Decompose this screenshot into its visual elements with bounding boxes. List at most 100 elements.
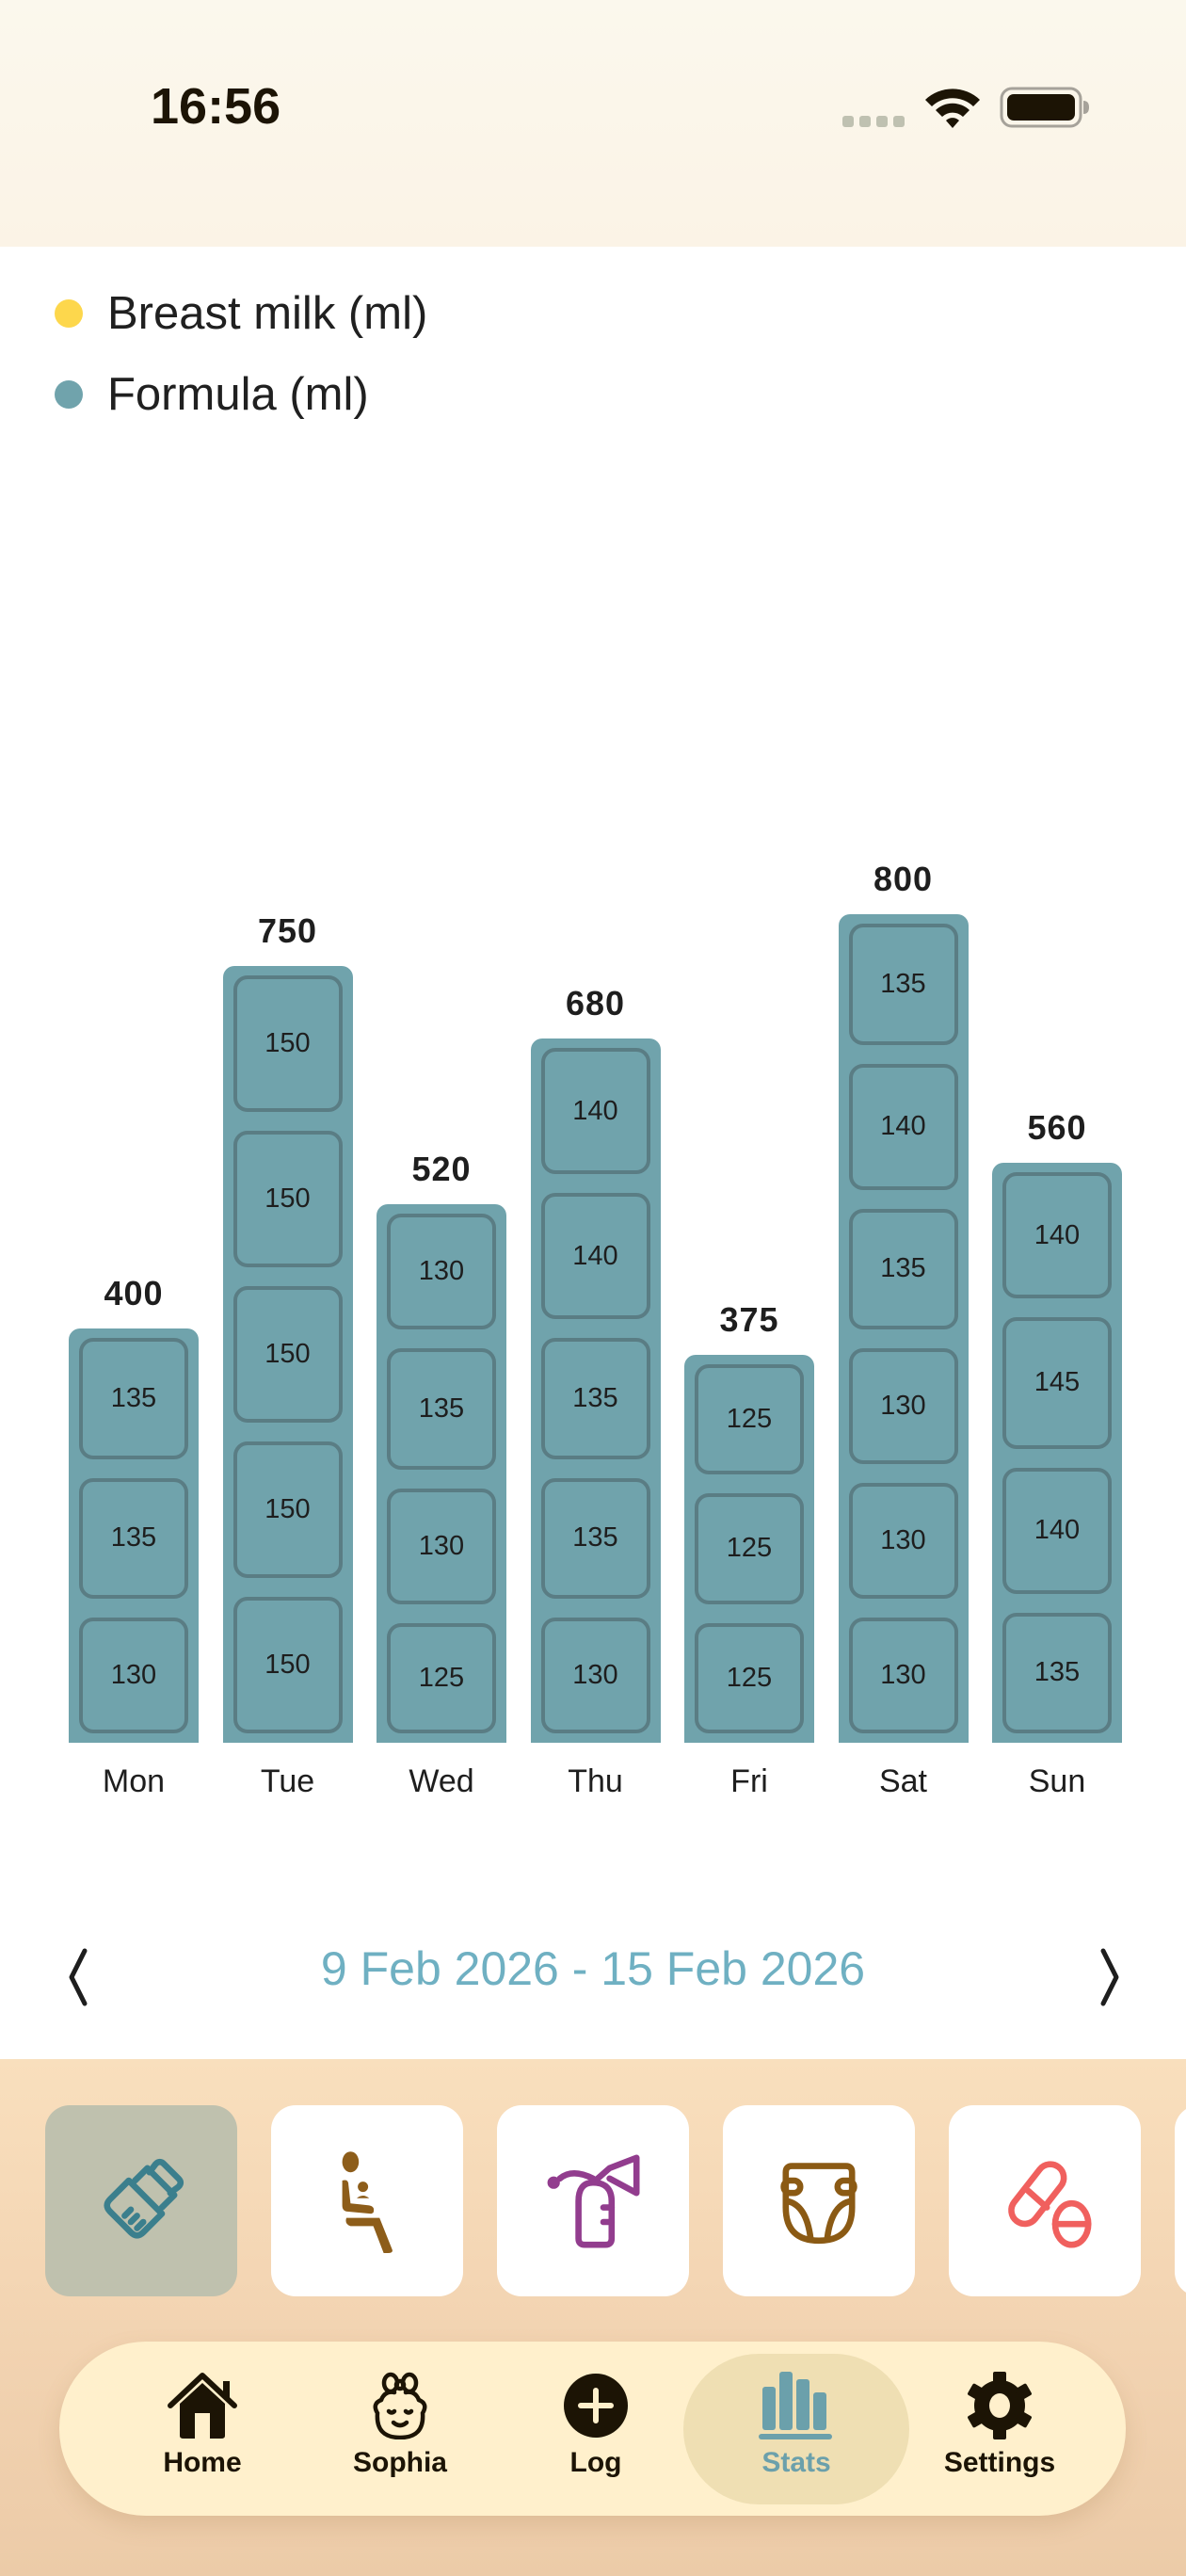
bar[interactable]: 125 125 125 <box>684 1354 814 1744</box>
segment-box: 125 <box>387 1622 496 1733</box>
bar-segment[interactable]: 135 <box>992 1603 1122 1744</box>
legend-item-formula[interactable]: Formula (ml) <box>55 354 427 435</box>
category-pump-button[interactable] <box>497 2105 689 2296</box>
segment-value: 140 <box>572 1240 618 1271</box>
bar-segment[interactable]: 130 <box>839 1608 969 1743</box>
segment-box: 135 <box>79 1338 188 1459</box>
bar-segment[interactable]: 150 <box>223 1277 353 1432</box>
segment-box: 130 <box>387 1488 496 1604</box>
legend-label: Breast milk (ml) <box>107 288 428 339</box>
segment-value: 145 <box>1034 1367 1081 1398</box>
segment-box: 150 <box>232 1131 343 1267</box>
category-bottle-button[interactable] <box>45 2105 237 2296</box>
tab-settings[interactable]: Settings <box>906 2342 1094 2516</box>
bar-segment[interactable]: 135 <box>377 1339 506 1479</box>
segment-value: 140 <box>572 1095 618 1126</box>
bar-total-label: 680 <box>565 984 626 1022</box>
x-axis-label: Wed <box>409 1763 474 1799</box>
segment-box: 140 <box>848 1063 958 1190</box>
bar-segment[interactable]: 125 <box>684 1355 814 1485</box>
stacked-bar-chart: 400 135 135 130 Mon 750 150 150 150 150 150 Tue 520 1… <box>69 860 1122 1799</box>
legend-dot-formula <box>55 380 83 409</box>
segment-value: 130 <box>572 1660 618 1690</box>
chevron-right-icon[interactable] <box>1082 1947 1139 2007</box>
bar-segment[interactable]: 125 <box>684 1484 814 1614</box>
bar-segment[interactable]: 150 <box>223 966 353 1121</box>
bar-segment[interactable]: 125 <box>684 1614 814 1744</box>
category-more-button[interactable] <box>1175 2105 1186 2296</box>
bar-segment[interactable]: 130 <box>839 1473 969 1608</box>
tab-bar: Home Sophia <box>59 2342 1126 2516</box>
segment-box: 135 <box>848 1208 958 1329</box>
segment-box: 130 <box>540 1618 650 1733</box>
bar-segment[interactable]: 135 <box>531 1328 661 1469</box>
gear-icon <box>962 2372 1037 2439</box>
bar-segment[interactable]: 135 <box>69 1328 199 1469</box>
x-axis-label: Sun <box>1028 1763 1086 1799</box>
tab-label: Sophia <box>352 2447 447 2478</box>
segment-value: 125 <box>726 1533 773 1564</box>
bar-segment[interactable]: 135 <box>531 1469 661 1609</box>
bar[interactable]: 130 135 130 125 <box>377 1204 506 1743</box>
chevron-left-icon[interactable] <box>49 1947 105 2007</box>
date-range-label[interactable]: 9 Feb 2026 - 15 Feb 2026 <box>320 1942 866 1995</box>
bar-segment[interactable]: 135 <box>69 1469 199 1609</box>
segment-box: 150 <box>232 1441 343 1578</box>
legend-dot-breast-milk <box>55 299 83 328</box>
segment-value: 150 <box>264 1183 311 1214</box>
tab-sophia[interactable]: Sophia <box>306 2342 494 2516</box>
bar-segment[interactable]: 150 <box>223 1432 353 1587</box>
segment-box: 130 <box>79 1618 188 1733</box>
segment-box: 135 <box>540 1477 650 1599</box>
segment-box: 135 <box>1002 1612 1112 1733</box>
segment-value: 130 <box>880 1391 926 1421</box>
bar-segment[interactable]: 130 <box>377 1479 506 1614</box>
segment-box: 135 <box>387 1348 496 1470</box>
bar-segment[interactable]: 130 <box>839 1339 969 1473</box>
legend-item-breast-milk[interactable]: Breast milk (ml) <box>55 273 427 354</box>
bar[interactable]: 135 140 135 130 130 130 <box>838 914 969 1743</box>
segment-value: 125 <box>726 1662 773 1693</box>
category-breastfeeding-button[interactable] <box>271 2105 463 2296</box>
bar-segment[interactable]: 135 <box>839 1199 969 1340</box>
segment-value: 150 <box>264 1339 311 1369</box>
segment-box: 130 <box>848 1618 958 1733</box>
status-time: 16:56 <box>151 78 281 135</box>
segment-box: 130 <box>387 1214 496 1329</box>
signal-icon <box>842 116 905 127</box>
bar[interactable]: 140 145 140 135 <box>992 1163 1122 1743</box>
bar-segment[interactable]: 145 <box>992 1308 1122 1458</box>
bar-segment[interactable]: 140 <box>839 1055 969 1199</box>
bar-segment[interactable]: 130 <box>377 1204 506 1339</box>
bar-segment[interactable]: 130 <box>531 1608 661 1743</box>
tab-log[interactable]: Log <box>502 2342 690 2516</box>
bar[interactable]: 150 150 150 150 150 <box>222 966 353 1743</box>
bar-segment[interactable]: 140 <box>531 1038 661 1183</box>
segment-value: 150 <box>264 1650 311 1680</box>
bar-segment[interactable]: 130 <box>69 1608 199 1743</box>
bar-segment[interactable]: 140 <box>531 1183 661 1328</box>
tab-label: Home <box>163 2447 242 2478</box>
segment-box: 130 <box>848 1483 958 1599</box>
segment-value: 130 <box>418 1256 465 1286</box>
bar-segment[interactable]: 140 <box>992 1163 1122 1308</box>
segment-value: 135 <box>1034 1657 1081 1688</box>
bar[interactable]: 135 135 130 <box>69 1328 199 1743</box>
bar-segment[interactable]: 150 <box>223 1121 353 1277</box>
bar-segment[interactable]: 140 <box>992 1458 1122 1603</box>
bar-segment[interactable]: 135 <box>839 914 969 1055</box>
tab-stats[interactable]: Stats <box>683 2342 909 2516</box>
bar-segment[interactable]: 150 <box>223 1587 353 1743</box>
bar-segment[interactable]: 125 <box>377 1614 506 1744</box>
segment-value: 150 <box>264 1028 311 1058</box>
segment-box: 135 <box>540 1338 650 1459</box>
pills-icon <box>1008 2160 1092 2247</box>
x-axis-label: Thu <box>568 1763 623 1799</box>
segment-value: 140 <box>880 1111 926 1141</box>
bar[interactable]: 140 140 135 135 130 <box>530 1038 661 1743</box>
category-diaper-button[interactable] <box>723 2105 915 2296</box>
tab-home[interactable]: Home <box>108 2342 296 2516</box>
tab-label: Log <box>569 2447 622 2478</box>
category-medicine-button[interactable] <box>949 2105 1141 2296</box>
segment-value: 135 <box>572 1522 618 1554</box>
